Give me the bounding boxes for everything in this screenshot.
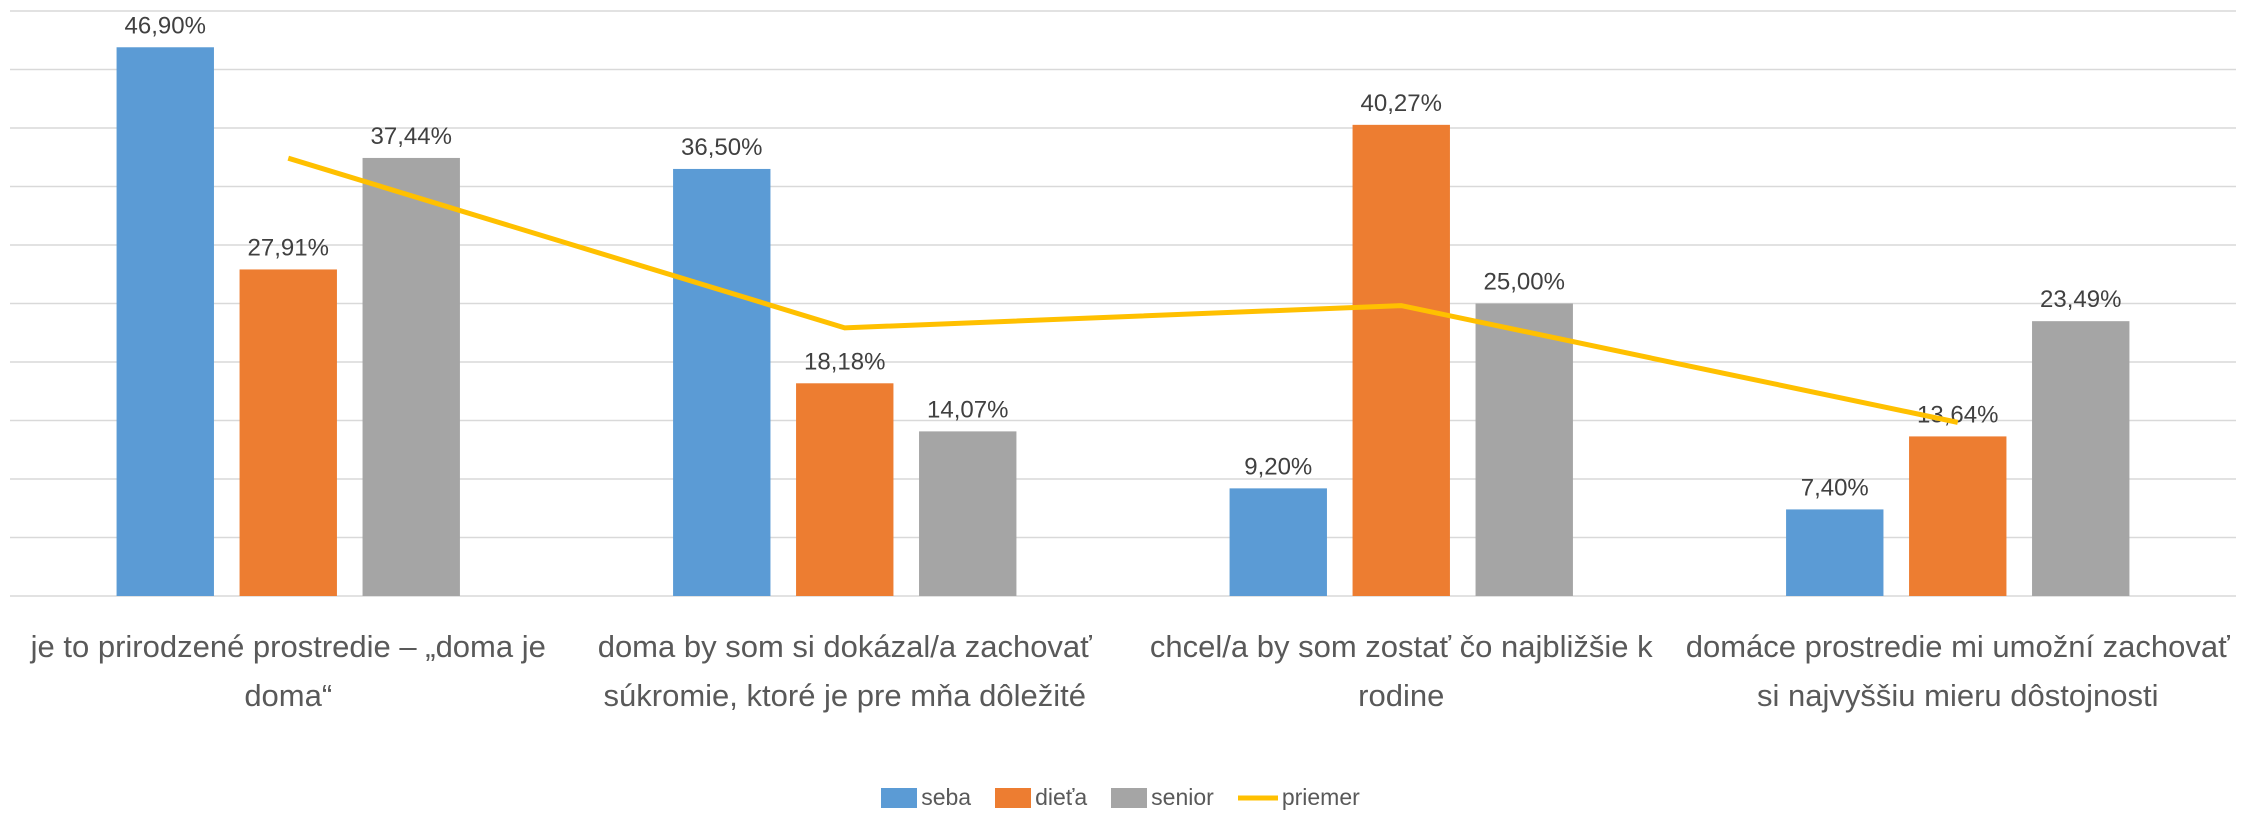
legend: seba dieťa senior priemer: [0, 784, 2241, 811]
x-tick-label: chcel/a by som zostať čo najbližšie k ro…: [1149, 629, 1653, 713]
data-label: 23,49%: [2040, 286, 2121, 313]
legend-item: priemer: [1237, 784, 1360, 811]
bar: [1475, 303, 1573, 596]
bar: [796, 383, 894, 596]
data-label: 36,50%: [681, 134, 762, 161]
x-tick-label: je to prirodzené prostredie – „doma je d…: [30, 629, 546, 713]
legend-box: [1111, 787, 1148, 808]
legend-item: dieťa: [995, 784, 1087, 811]
bar: [362, 157, 460, 596]
legend-swatch: [995, 787, 1032, 808]
legend-label: dieťa: [1035, 784, 1088, 810]
bar: [919, 431, 1017, 596]
line: [287, 155, 1959, 425]
data-label: 37,44%: [371, 123, 452, 150]
x-tick-label: domáce prostredie mi umožní zachovať si …: [1685, 629, 2230, 713]
bar: [1229, 488, 1327, 596]
legend-label: senior: [1151, 784, 1214, 810]
data-label: 25,00%: [1484, 269, 1565, 296]
legend-label: seba: [921, 784, 972, 810]
data-label: 46,90%: [125, 12, 206, 39]
legend-swatch: [1111, 787, 1148, 808]
x-tick-label: doma by som si dokázal/a zachovať súkrom…: [597, 629, 1092, 713]
legend-label: priemer: [1281, 784, 1360, 810]
legend-box: [881, 787, 918, 808]
bar: [1909, 436, 2007, 596]
legend-item: senior: [1111, 784, 1214, 811]
data-label: 40,27%: [1361, 90, 1442, 117]
data-label: 14,07%: [927, 396, 1008, 423]
bar: [239, 269, 337, 596]
bar: [2032, 321, 2130, 596]
data-label: 7,40%: [1801, 474, 1869, 501]
data-label: 27,91%: [248, 234, 329, 261]
bar: [1352, 124, 1450, 596]
bar: [1786, 509, 1884, 596]
legend-item: seba: [881, 784, 971, 811]
bar: [116, 47, 214, 596]
legend-swatch: [1237, 795, 1278, 800]
legend-box: [995, 787, 1032, 808]
legend-swatch: [881, 787, 918, 808]
data-label: 18,18%: [804, 348, 885, 375]
data-label: 9,20%: [1244, 453, 1312, 480]
bar: [673, 168, 771, 596]
